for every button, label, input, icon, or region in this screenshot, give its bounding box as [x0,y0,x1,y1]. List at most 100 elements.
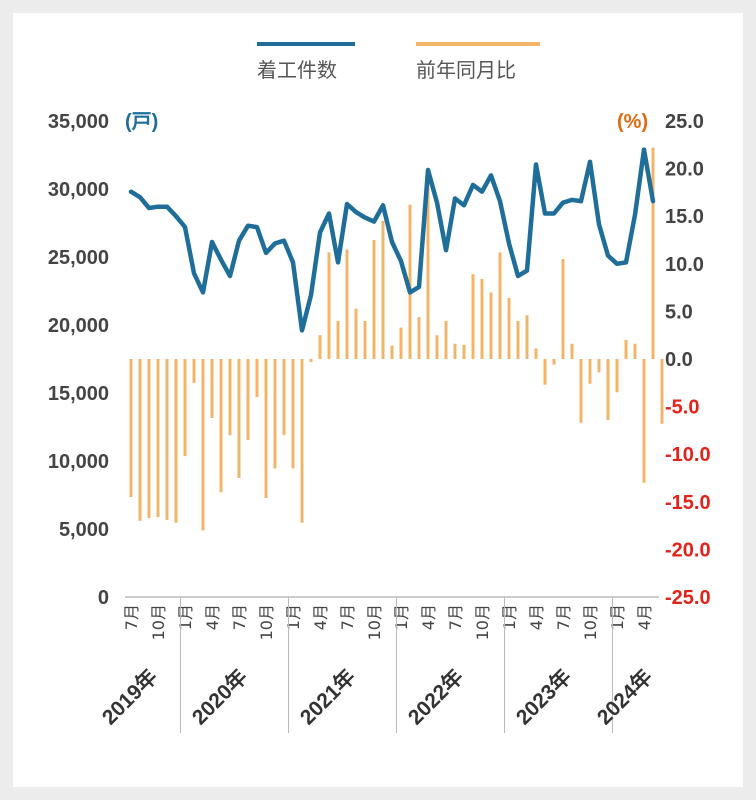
yoy-bar [264,359,268,498]
month-tick-label: 10月 [257,604,276,640]
yoy-bar [660,359,664,424]
month-tick-label: 4月 [527,604,546,630]
yoy-bar [318,335,322,359]
yoy-bar [309,359,313,362]
yoy-bar [138,359,142,521]
yoy-bar [588,359,592,384]
yoy-bar [597,359,601,373]
month-tick-label: 10月 [581,604,600,640]
yoy-bar [489,292,493,359]
yoy-bar [462,344,466,359]
year-label: 2021年 [295,665,360,730]
left-tick-label: 10,000 [48,451,109,473]
yoy-bar [480,279,484,359]
month-tick-label: 4月 [419,604,438,630]
yoy-bar [453,343,457,359]
right-tick-label: 25.0 [665,111,704,133]
right-tick-label: 10.0 [665,254,704,276]
combo-chart: 0 5,000 10,000 15,000 20,000 25,000 30,000 35,0… [48,42,711,733]
yoy-bar [624,339,628,359]
yoy-bar [435,335,439,359]
yoy-bar [408,204,412,359]
yoy-bar [579,359,583,423]
yoy-bar [372,240,376,359]
yoy-bar [228,359,232,436]
yoy-bar [345,249,349,359]
right-tick-label: -10.0 [665,444,711,466]
yoy-bar [444,320,448,359]
yoy-bar [381,220,385,359]
right-tick-label: 15.0 [665,206,704,228]
left-tick-label: 20,000 [48,315,109,337]
month-tick-label: 4月 [311,604,330,630]
legend: 着工件数 前年同月比 [257,42,540,82]
right-tick-label: -20.0 [665,539,711,561]
yoy-bar [498,252,502,359]
month-tick-label: 7月 [230,604,249,630]
left-tick-label: 35,000 [48,111,109,133]
right-tick-label: 0.0 [665,349,693,371]
right-axis-unit: (%) [617,111,648,133]
right-tick-label: -5.0 [665,397,699,419]
yoy-bar [237,359,241,478]
left-tick-label: 25,000 [48,247,109,269]
month-tick-label: 1月 [500,604,519,630]
yoy-bar [390,345,394,359]
yoy-bar [183,359,187,457]
month-tick-label: 10月 [365,604,384,640]
right-tick-label: -15.0 [665,492,711,514]
yoy-bar [210,359,214,419]
right-tick-label: 20.0 [665,159,704,181]
yoy-bar [471,274,475,359]
year-label: 2020年 [187,665,252,730]
yoy-bar [354,308,358,359]
legend-bar-label: 前年同月比 [416,58,516,82]
month-tick-label: 1月 [608,604,627,630]
yoy-bar [552,359,556,365]
yoy-bar [192,359,196,383]
legend-line-label: 着工件数 [257,58,337,82]
month-tick-label: 7月 [122,604,141,630]
yoy-bar [606,359,610,420]
yoy-bar [300,359,304,523]
month-tick-label: 1月 [284,604,303,630]
yoy-bar [363,320,367,359]
month-tick-label: 1月 [392,604,411,630]
chart-card: 0 5,000 10,000 15,000 20,000 25,000 30,000 35,0… [13,13,743,787]
yoy-bar [570,343,574,359]
year-label: 2023年 [511,665,576,730]
month-tick-label: 7月 [446,604,465,630]
year-label: 2022年 [403,665,468,730]
yoy-bar [534,348,538,359]
month-tick-label: 4月 [203,604,222,630]
yoy-bar [417,317,421,359]
yoy-bar [282,359,286,436]
month-tick-label: 7月 [554,604,573,630]
left-axis-unit: (戸) [125,111,158,133]
yoy-bar [426,178,430,359]
yoy-bar [642,359,646,483]
yoy-bar [651,147,655,359]
yoy-bar [561,259,565,359]
month-tick-label: 4月 [635,604,654,630]
month-tick-label: 7月 [338,604,357,630]
month-tick-label: 10月 [473,604,492,640]
yoy-bar [273,359,277,469]
right-tick-label: 5.0 [665,301,693,323]
yoy-bar [507,298,511,359]
yoy-bar [543,359,547,385]
right-tick-label: -25.0 [665,587,711,609]
month-tick-label: 10月 [149,604,168,640]
left-tick-label: 5,000 [59,519,109,541]
left-tick-label: 15,000 [48,383,109,405]
yoy-bar [201,359,205,531]
yoy-bar [246,359,250,440]
month-tick-label: 1月 [176,604,195,630]
year-label: 2024年 [592,665,657,730]
yoy-bar [129,359,133,498]
yoy-bar [291,359,295,469]
yoy-bar [336,320,340,359]
yoy-bar [615,359,619,393]
yoy-bar [633,343,637,359]
left-tick-label: 0 [98,587,109,609]
